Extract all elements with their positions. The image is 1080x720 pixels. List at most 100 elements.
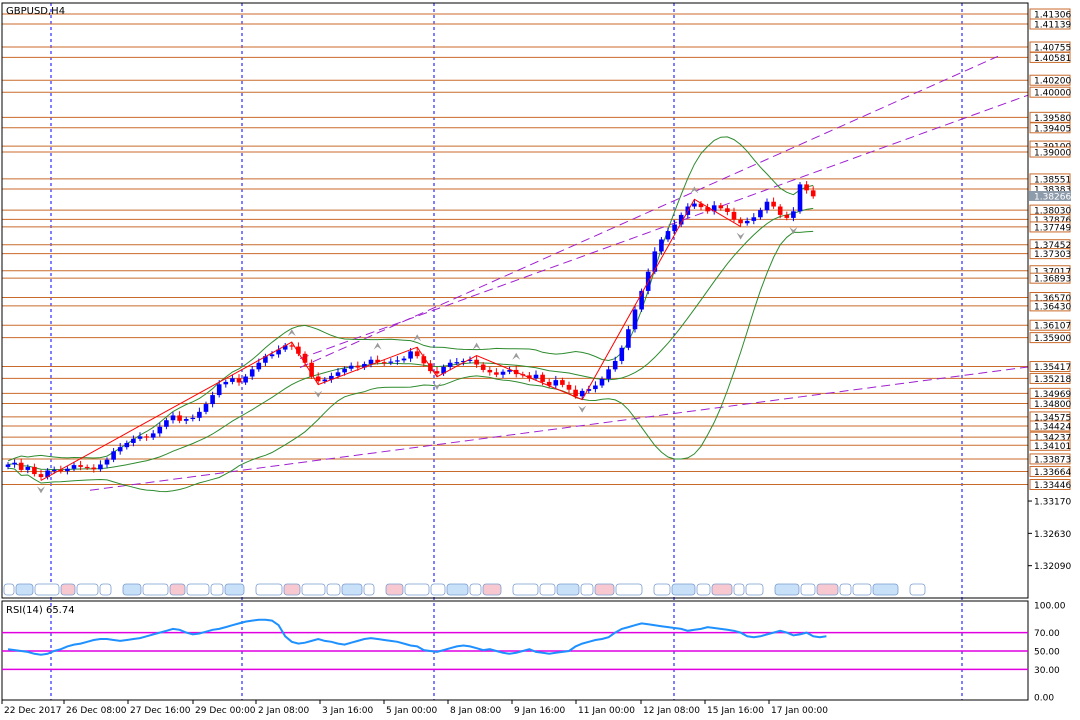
- candle-body: [784, 214, 790, 218]
- price-tick-label: 1.38383: [1034, 185, 1071, 195]
- candle-body: [177, 415, 182, 421]
- candle-body: [758, 210, 763, 218]
- price-level-tag: [1029, 146, 1071, 158]
- candle-body: [276, 349, 281, 355]
- candle-body: [527, 375, 532, 379]
- candle-body: [500, 371, 506, 375]
- candle-body: [368, 359, 374, 364]
- fractal-down-marker: [37, 486, 45, 494]
- fractal-up-marker: [472, 342, 481, 350]
- candle-body: [91, 467, 97, 470]
- candle-body: [45, 470, 50, 478]
- session-label-box: [482, 583, 502, 596]
- session-label-box: [142, 583, 169, 596]
- bollinger-bands: [7, 136, 814, 493]
- rsi-tick-label: 0.00: [1034, 694, 1054, 704]
- time-tick-label: 22 Dec 2017: [4, 706, 62, 716]
- candle-body: [309, 362, 314, 377]
- candle-body: [71, 465, 77, 469]
- fractal-down-marker: [433, 382, 441, 390]
- candle-body: [12, 462, 17, 465]
- candle-body: [434, 371, 440, 374]
- price-tick-label: 1.37303: [1034, 250, 1071, 260]
- price-level-tag: [1029, 479, 1071, 491]
- fractal-up-marker: [373, 342, 382, 350]
- time-tick-label: 8 Jan 08:00: [450, 706, 502, 716]
- candle-body: [731, 211, 737, 220]
- session-label-box: [580, 583, 594, 596]
- price-level-tag: [1029, 439, 1071, 451]
- price-tick-label: 1.40581: [1034, 54, 1071, 64]
- fractal-up-marker: [512, 352, 521, 360]
- session-label-box: [469, 583, 482, 596]
- candle-body: [302, 353, 308, 363]
- session-label-box: [872, 583, 899, 596]
- session-label-box: [341, 583, 363, 596]
- candle-body: [771, 201, 776, 207]
- price-level-tag: [1029, 221, 1071, 233]
- horizontal-price-levels: [2, 13, 1028, 486]
- rsi-tick-label: 30.00: [1034, 666, 1060, 676]
- candle-body: [560, 380, 565, 385]
- candle-body: [157, 426, 163, 434]
- candle-body: [791, 211, 796, 218]
- candle-body: [639, 290, 644, 310]
- candle-body: [362, 363, 367, 368]
- fractal-markers: [37, 186, 798, 494]
- candle-body: [487, 369, 493, 373]
- candle-body: [494, 372, 499, 375]
- candle-body: [216, 384, 222, 396]
- session-label-box: [711, 583, 733, 596]
- price-tick-label: 1.35218: [1034, 375, 1071, 385]
- price-tick-label: 1.40755: [1034, 43, 1071, 53]
- candle-body: [236, 378, 242, 383]
- time-axis: 22 Dec 2017 26 Dec 08:00 27 Dec 16:00 29 De…: [1, 700, 828, 716]
- candle-body: [348, 365, 354, 369]
- trend-channel-lines: [89, 55, 1029, 491]
- price-tick-label: 1.35417: [1034, 363, 1071, 373]
- candle-body: [243, 376, 248, 383]
- session-label-box: [733, 583, 745, 596]
- price-level-tag: [1029, 361, 1071, 373]
- candle-body: [197, 411, 202, 418]
- candle-body: [665, 231, 671, 240]
- price-tick-label: 1.36430: [1034, 302, 1071, 312]
- price-tick-label: 1.38551: [1034, 175, 1071, 185]
- price-tick-label: 1.34969: [1034, 390, 1071, 400]
- session-label-box: [301, 583, 326, 596]
- price-tick-label: 1.37749: [1034, 223, 1071, 233]
- candle-body: [322, 379, 328, 382]
- candle-body: [546, 381, 552, 386]
- trend-line: [89, 366, 1029, 491]
- candle-body: [25, 466, 31, 470]
- candle-body: [810, 190, 816, 197]
- vertical-grid-lines: [50, 3, 963, 700]
- session-label-box: [594, 583, 615, 596]
- price-level-tag: [1029, 272, 1071, 284]
- candle-body: [342, 368, 347, 373]
- chart-title: GBPUSD,H4: [6, 6, 65, 17]
- price-level-tag: [1029, 465, 1071, 477]
- session-label-box: [556, 583, 580, 596]
- candle-body: [659, 239, 664, 252]
- candle-body: [401, 358, 407, 361]
- candle-body: [507, 369, 512, 372]
- candle-body: [381, 362, 387, 364]
- session-label-box: [816, 583, 839, 596]
- time-tick-label: 29 Dec 00:00: [195, 706, 256, 716]
- fractal-down-marker: [789, 227, 798, 235]
- price-level-tag: [1029, 453, 1071, 465]
- candle-body: [210, 395, 215, 405]
- session-label-box: [774, 583, 800, 596]
- bollinger-line: [7, 207, 814, 471]
- time-tick-label: 2 Jan 08:00: [258, 706, 310, 716]
- candle-body: [183, 419, 189, 421]
- candle-body: [164, 420, 169, 427]
- candle-body: [606, 369, 611, 379]
- candle-body: [18, 462, 24, 470]
- session-label-box: [745, 583, 764, 596]
- session-label-box: [539, 583, 556, 596]
- session-label-box: [385, 583, 404, 596]
- fractal-down-marker: [314, 390, 323, 398]
